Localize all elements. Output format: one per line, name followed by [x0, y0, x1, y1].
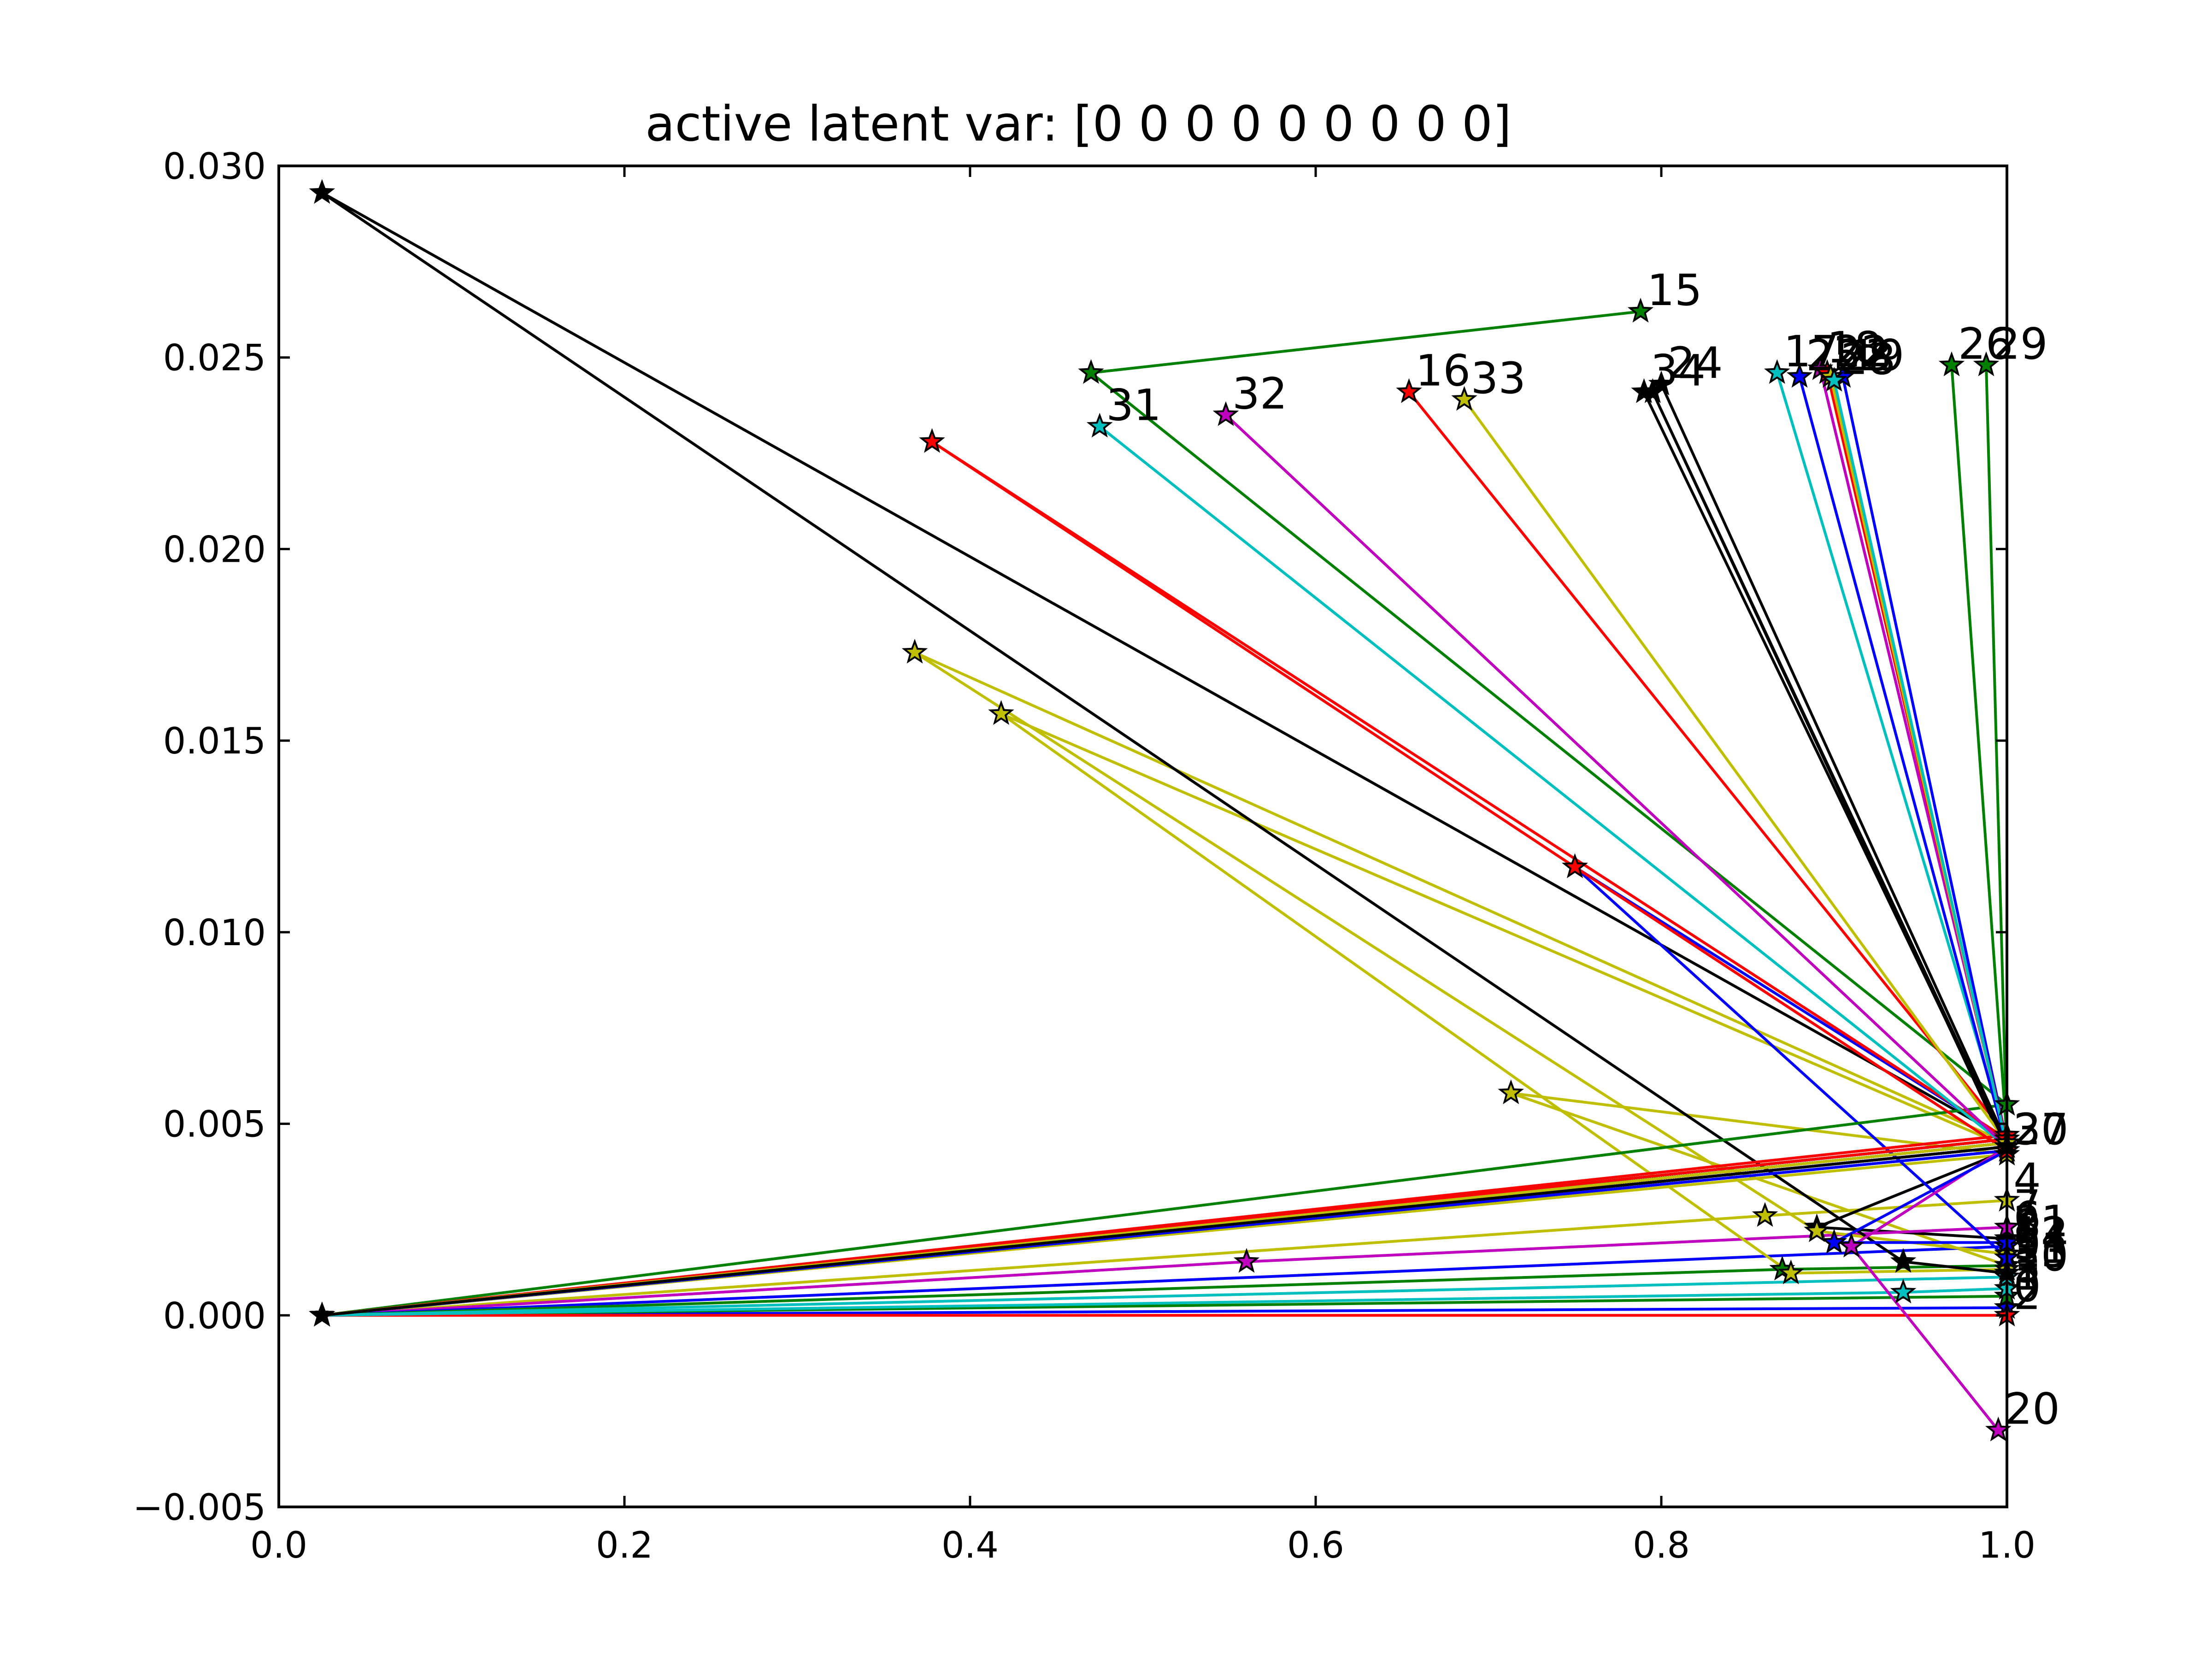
series-12-marker-2: [901, 639, 928, 664]
series-13-marker-3: [1890, 1248, 1917, 1273]
point-label-32: 32: [1232, 369, 1288, 419]
point-label-10: 10: [2013, 1231, 2069, 1281]
series-7-marker-1: [1233, 1248, 1260, 1273]
series-34-marker-0: [309, 1301, 335, 1327]
point-label-23: 23: [1837, 330, 1893, 381]
series-line-15: [322, 310, 2008, 1317]
series-32-marker-2: [1212, 401, 1239, 426]
series-30-marker-3: [1562, 853, 1588, 878]
x-tick-label: 0.2: [596, 1525, 653, 1566]
point-label-1: 1: [2013, 1250, 2041, 1300]
series-34-marker-2: [1631, 378, 1657, 403]
point-label-17: 17: [1783, 327, 1839, 377]
series-33-marker-2: [1451, 386, 1477, 411]
point-label-16: 16: [1416, 346, 1471, 396]
y-tick-label: 0.015: [163, 721, 266, 762]
point-label-34: 34: [1651, 346, 1706, 396]
point-label-8: 8: [2013, 1200, 2041, 1251]
point-label-2: 2: [2013, 1269, 2041, 1319]
series-line-10: [322, 1276, 2007, 1317]
x-tick-label: 0.6: [1287, 1525, 1344, 1566]
x-tick-label: 1.0: [1978, 1525, 2036, 1566]
series-line-5: [322, 1092, 2008, 1317]
point-label-21: 21: [2013, 1196, 2069, 1247]
point-label-14: 14: [2013, 1212, 2069, 1262]
x-tick-label: 0.8: [1633, 1525, 1690, 1566]
point-label-15: 15: [1647, 265, 1702, 316]
point-label-19: 19: [1849, 330, 1905, 381]
point-label-28: 28: [1841, 335, 1896, 385]
point-label-13: 13: [2013, 1227, 2069, 1277]
point-label-29: 29: [1993, 319, 2048, 369]
x-tick-label: 0.4: [941, 1525, 999, 1566]
chart-title: active latent var: [0 0 0 0 0 0 0 0 0]: [645, 96, 1512, 152]
series-25-marker-2: [1786, 363, 1813, 388]
series-20-marker-2: [1838, 1232, 1865, 1258]
series-31-marker-2: [1086, 412, 1113, 438]
y-tick-label: −0.005: [133, 1487, 266, 1529]
point-label-7: 7: [2013, 1181, 2041, 1231]
y-axis-ticks: −0.005 0.000 0.005 0.010 0.015 0.020 0.025 0.03…: [133, 146, 2007, 1529]
point-label-22: 22: [1834, 327, 1889, 377]
point-label-30: 30: [2013, 1105, 2069, 1155]
series-16-marker-2: [1396, 378, 1422, 403]
point-label-5: 5: [2013, 1219, 2041, 1270]
series-17-marker-2: [1764, 359, 1790, 384]
series-26-marker-2: [1938, 351, 1965, 377]
point-label-11: 11: [2013, 1224, 2069, 1274]
point-label-18: 18: [1827, 323, 1882, 373]
point-label-26: 26: [1958, 319, 2013, 369]
series-11-marker-2: [988, 700, 1014, 725]
series-12-marker-3: [1804, 1217, 1830, 1242]
y-tick-label: 0.030: [163, 146, 266, 188]
y-tick-label: 0.010: [163, 912, 266, 954]
series-28-marker-2: [1821, 366, 1847, 392]
point-label-6: 6: [2013, 1193, 2041, 1243]
series-13-marker-2: [309, 179, 335, 204]
series-15-marker-3: [1627, 298, 1654, 323]
point-label-25: 25: [1806, 330, 1861, 381]
x-tick-label: 0.0: [250, 1525, 307, 1566]
x-axis-ticks: 0.0 0.2 0.4 0.6 0.8 1.0: [250, 166, 2036, 1566]
series-line-21: [322, 1149, 2008, 1317]
series-29-marker-2: [1973, 351, 2000, 377]
point-label-9: 9: [2013, 1219, 2041, 1270]
series-3-marker-1: [1890, 1278, 1917, 1304]
point-label-3: 3: [2013, 1242, 2041, 1293]
series-15-marker-2: [1078, 359, 1104, 384]
series-30-marker-2: [919, 428, 945, 453]
point-label-0: 0: [2013, 1262, 2041, 1312]
point-label-27: 27: [2013, 1105, 2069, 1155]
plot-frame: [277, 165, 2008, 1508]
y-tick-label: 0.005: [163, 1104, 266, 1146]
series-4-marker-1: [1752, 1202, 1778, 1227]
point-label-33: 33: [1471, 353, 1526, 404]
y-tick-label: 0.020: [163, 529, 266, 571]
point-label-12: 12: [2013, 1208, 2069, 1258]
y-tick-label: 0.000: [163, 1295, 266, 1337]
point-label-20: 20: [2005, 1384, 2060, 1435]
series-21-marker-2: [1821, 1229, 1847, 1254]
series-11-marker-3: [1777, 1259, 1804, 1284]
point-label-31: 31: [1106, 380, 1161, 430]
series-5-marker-2: [1498, 1079, 1524, 1105]
y-tick-label: 0.025: [163, 338, 266, 379]
point-label-4: 4: [2013, 1154, 2041, 1205]
series-line-8: [322, 1245, 2007, 1317]
point-label-24: 24: [1668, 338, 1723, 388]
